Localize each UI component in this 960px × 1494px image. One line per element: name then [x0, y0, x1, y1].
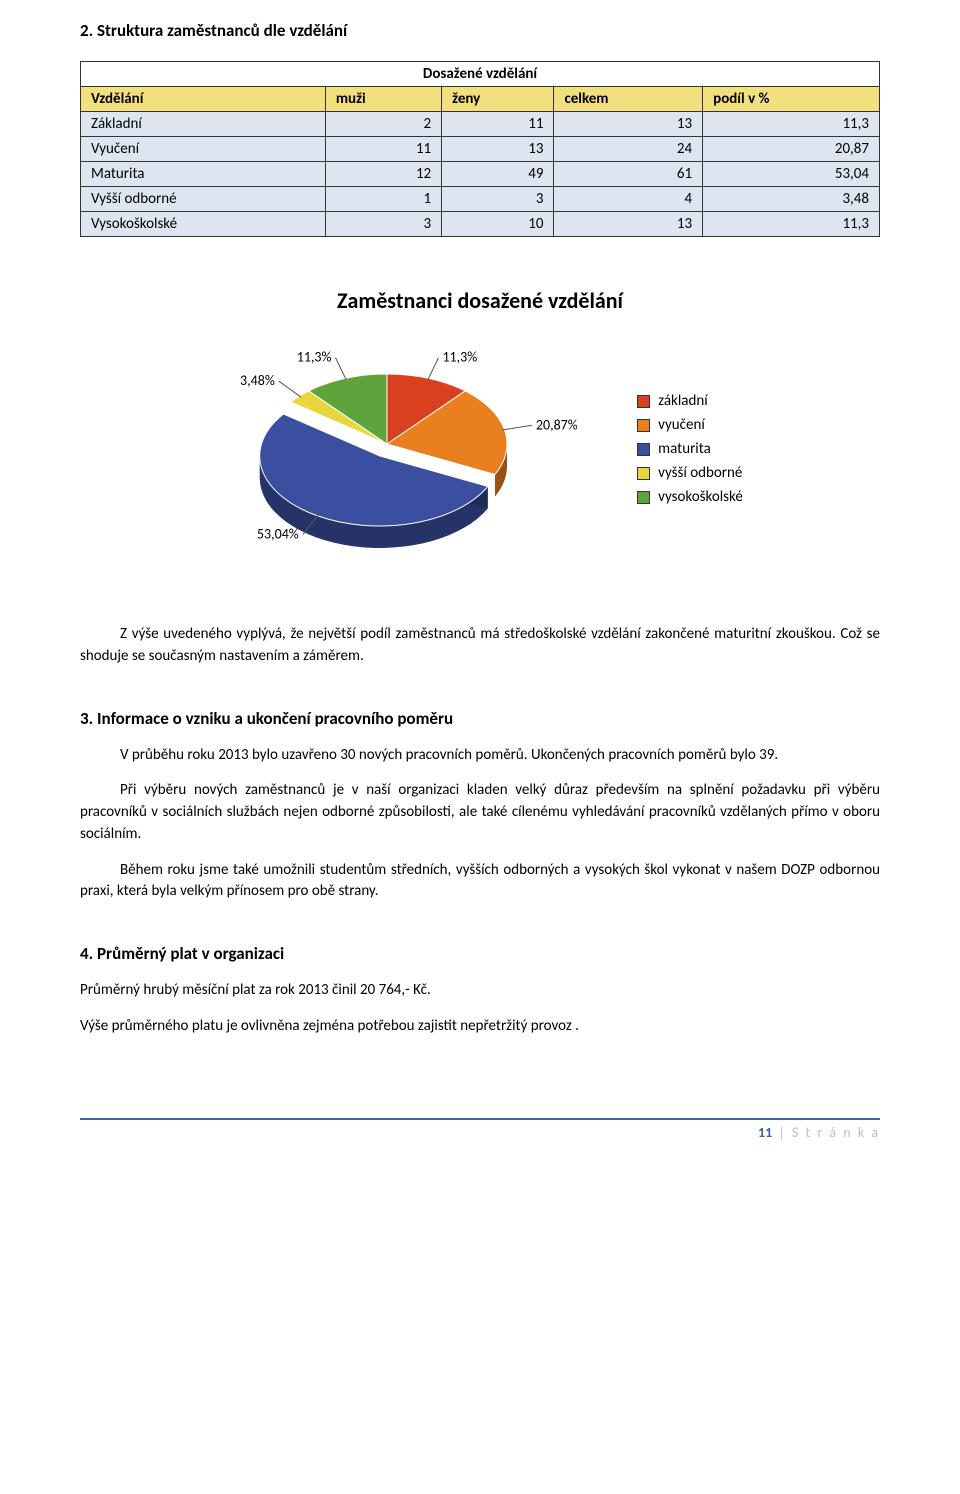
table-cell: 11 — [442, 112, 554, 137]
table-cell: 2 — [325, 112, 441, 137]
legend-item: vysokoškolské — [637, 488, 743, 506]
table-cell: 13 — [554, 112, 703, 137]
legend-swatch — [637, 395, 650, 408]
page-number: 11 — [758, 1124, 772, 1141]
table-row: Základní2111311,3 — [81, 112, 880, 137]
legend-item: základní — [637, 392, 743, 410]
table-cell: 11,3 — [703, 212, 880, 237]
table-row: Maturita12496153,04 — [81, 162, 880, 187]
table-cell: Maturita — [81, 162, 326, 187]
legend-item: vyučení — [637, 416, 743, 434]
col-header: muži — [325, 87, 441, 112]
table-cell: 10 — [442, 212, 554, 237]
paragraph: V průběhu roku 2013 bylo uzavřeno 30 nov… — [80, 745, 880, 767]
legend-label: základní — [658, 392, 708, 410]
legend-label: vysokoškolské — [658, 488, 743, 506]
legend-swatch — [637, 467, 650, 480]
table-cell: 4 — [554, 187, 703, 212]
table-row: Vyšší odborné1343,48 — [81, 187, 880, 212]
legend-item: vyšší odborné — [637, 464, 743, 482]
table-cell: 3 — [325, 212, 441, 237]
table-body: Základní2111311,3Vyučení11132420,87Matur… — [81, 112, 880, 237]
table-cell: 11 — [325, 137, 441, 162]
legend-swatch — [637, 443, 650, 456]
col-header: celkem — [554, 87, 703, 112]
table-cell: 12 — [325, 162, 441, 187]
pie-chart-block: Zaměstnanci dosažené vzdělání 11,3% 20,87… — [80, 287, 880, 564]
table-cell: 3,48 — [703, 187, 880, 212]
col-header: podíl v % — [703, 87, 880, 112]
table-row: Vysokoškolské3101311,3 — [81, 212, 880, 237]
table-cell: 11,3 — [703, 112, 880, 137]
pie-pct-label: 20,87% — [536, 416, 577, 433]
pie-pct-label: 11,3% — [297, 349, 332, 366]
col-header: Vzdělání — [81, 87, 326, 112]
pie-chart: 11,3% 20,87% 53,04% 3,48% 11,3% — [217, 334, 577, 564]
table-cell: 3 — [442, 187, 554, 212]
col-header: ženy — [442, 87, 554, 112]
education-table: Dosažené vzdělání Vzdělání muži ženy cel… — [80, 61, 880, 237]
legend-item: maturita — [637, 440, 743, 458]
table-cell: 49 — [442, 162, 554, 187]
table-cell: 53,04 — [703, 162, 880, 187]
table-cell: 20,87 — [703, 137, 880, 162]
paragraph: Při výběru nových zaměstnanců je v naší … — [80, 780, 880, 845]
pie-pct-label: 11,3% — [443, 349, 478, 366]
chart-legend: základní vyučení maturita vyšší odborné vyso… — [637, 386, 743, 512]
paragraph: Během roku jsme také umožnili studentům … — [80, 860, 880, 904]
legend-label: vyšší odborné — [658, 464, 742, 482]
page-label: | S t r á n k a — [778, 1124, 880, 1141]
table-cell: Vyučení — [81, 137, 326, 162]
table-cell: 24 — [554, 137, 703, 162]
legend-label: maturita — [658, 440, 711, 458]
table-cell: Vyšší odborné — [81, 187, 326, 212]
legend-label: vyučení — [658, 416, 705, 434]
table-cell: 13 — [442, 137, 554, 162]
table-main-header: Dosažené vzdělání — [81, 62, 880, 87]
table-row: Vyučení11132420,87 — [81, 137, 880, 162]
paragraph: Průměrný hrubý měsíční plat za rok 2013 … — [80, 980, 880, 1002]
paragraph: Z výše uvedeného vyplývá, že největší po… — [80, 624, 880, 668]
section-head: 4. Průměrný plat v organizaci — [80, 943, 880, 964]
section-title: 2. Struktura zaměstnanců dle vzdělání — [80, 20, 880, 41]
page-footer: 11 | S t r á n k a — [80, 1118, 880, 1141]
table-col-header-row: Vzdělání muži ženy celkem podíl v % — [81, 87, 880, 112]
table-cell: Základní — [81, 112, 326, 137]
pie-pct-label: 3,48% — [240, 372, 275, 389]
legend-swatch — [637, 419, 650, 432]
table-cell: Vysokoškolské — [81, 212, 326, 237]
section-head: 3. Informace o vzniku a ukončení pracovn… — [80, 708, 880, 729]
table-cell: 1 — [325, 187, 441, 212]
legend-swatch — [637, 491, 650, 504]
paragraph: Výše průměrného platu je ovlivněna zejmé… — [80, 1016, 880, 1038]
pie-pct-label: 53,04% — [257, 526, 299, 543]
table-cell: 61 — [554, 162, 703, 187]
chart-title: Zaměstnanci dosažené vzdělání — [80, 287, 880, 314]
table-cell: 13 — [554, 212, 703, 237]
